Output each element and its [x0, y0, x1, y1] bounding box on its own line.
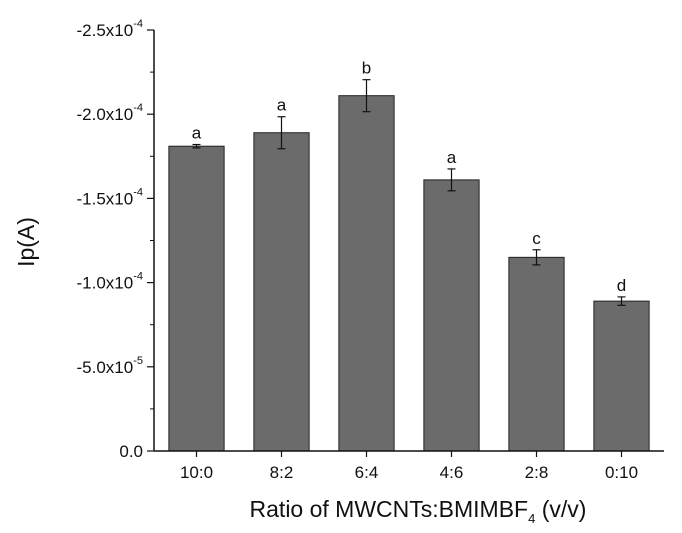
x-axis-title: Ratio of MWCNTs:BMIMBF4 (v/v)	[250, 496, 587, 526]
y-ticks: 0.0 -5.0x10-5 -1.0x10-4 -1.5x10-4 -2.0x10-4 -…	[77, 18, 154, 461]
y-tick-label: 0.0	[119, 442, 143, 461]
y-tick-label: -1.0x10-4	[77, 271, 143, 293]
error-bar	[192, 143, 201, 149]
y-tick-label: -2.0x10-4	[77, 102, 143, 124]
bar	[593, 300, 650, 452]
significance-label: c	[532, 229, 541, 248]
y-axis-title: Ip(A)	[13, 217, 39, 267]
x-tick-label: 10:0	[180, 463, 213, 482]
bar	[508, 256, 565, 452]
y-tick-label: -5.0x10-5	[77, 355, 143, 377]
significance-label: a	[277, 96, 287, 115]
y-tick-label: -1.5x10-4	[77, 186, 143, 208]
significance-label: b	[362, 59, 371, 78]
axes	[153, 30, 664, 452]
x-tick-label: 4:6	[440, 463, 464, 482]
error-bar	[532, 249, 541, 266]
error-bars	[192, 79, 626, 306]
x-tick-label: 2:8	[525, 463, 549, 482]
bar	[253, 132, 310, 452]
bar	[423, 179, 480, 452]
x-ticks: 10:0 8:2 6:4 4:6 2:8 0:10	[180, 451, 638, 482]
x-tick-label: 0:10	[605, 463, 638, 482]
significance-label: d	[617, 276, 626, 295]
bar	[168, 145, 225, 452]
x-tick-label: 6:4	[355, 463, 379, 482]
bar	[338, 95, 395, 452]
error-bar	[447, 168, 456, 192]
error-bar	[617, 296, 626, 306]
error-bar	[277, 116, 286, 150]
bars	[168, 95, 650, 452]
significance-labels: a a b a c d	[192, 59, 626, 295]
error-bar	[362, 79, 371, 113]
significance-label: a	[192, 124, 202, 143]
x-tick-label: 8:2	[270, 463, 294, 482]
y-tick-label: -2.5x10-4	[77, 18, 143, 40]
significance-label: a	[447, 148, 457, 167]
